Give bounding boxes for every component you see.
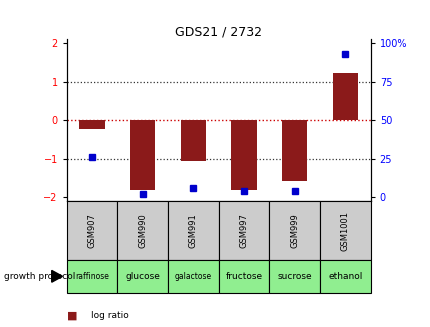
Text: log ratio: log ratio xyxy=(90,311,128,320)
Title: GDS21 / 2732: GDS21 / 2732 xyxy=(175,25,261,38)
Bar xyxy=(67,260,117,293)
Bar xyxy=(319,260,370,293)
Bar xyxy=(319,201,370,260)
Bar xyxy=(168,201,218,260)
Bar xyxy=(332,73,357,120)
Bar xyxy=(117,260,168,293)
Bar xyxy=(168,260,218,293)
Text: glucose: glucose xyxy=(125,272,160,281)
Text: GSM999: GSM999 xyxy=(289,213,298,248)
Text: sucrose: sucrose xyxy=(277,272,311,281)
Bar xyxy=(130,120,155,190)
Text: ■: ■ xyxy=(67,311,77,320)
Bar xyxy=(269,201,319,260)
Text: GSM1001: GSM1001 xyxy=(340,211,349,250)
Bar xyxy=(67,201,117,260)
Text: GSM907: GSM907 xyxy=(87,213,96,248)
Text: fructose: fructose xyxy=(225,272,262,281)
Bar xyxy=(218,201,269,260)
Bar xyxy=(117,201,168,260)
Bar xyxy=(218,260,269,293)
Polygon shape xyxy=(52,270,62,282)
Text: galactose: galactose xyxy=(175,272,212,281)
Bar xyxy=(231,120,256,190)
Text: GSM990: GSM990 xyxy=(138,213,147,248)
Text: ethanol: ethanol xyxy=(327,272,362,281)
Bar xyxy=(79,120,104,129)
Text: GSM997: GSM997 xyxy=(239,213,248,248)
Text: GSM991: GSM991 xyxy=(188,213,197,248)
Text: raffinose: raffinose xyxy=(75,272,109,281)
Bar xyxy=(180,120,206,161)
Text: growth protocol: growth protocol xyxy=(4,272,76,281)
Bar xyxy=(281,120,307,181)
Bar xyxy=(269,260,319,293)
